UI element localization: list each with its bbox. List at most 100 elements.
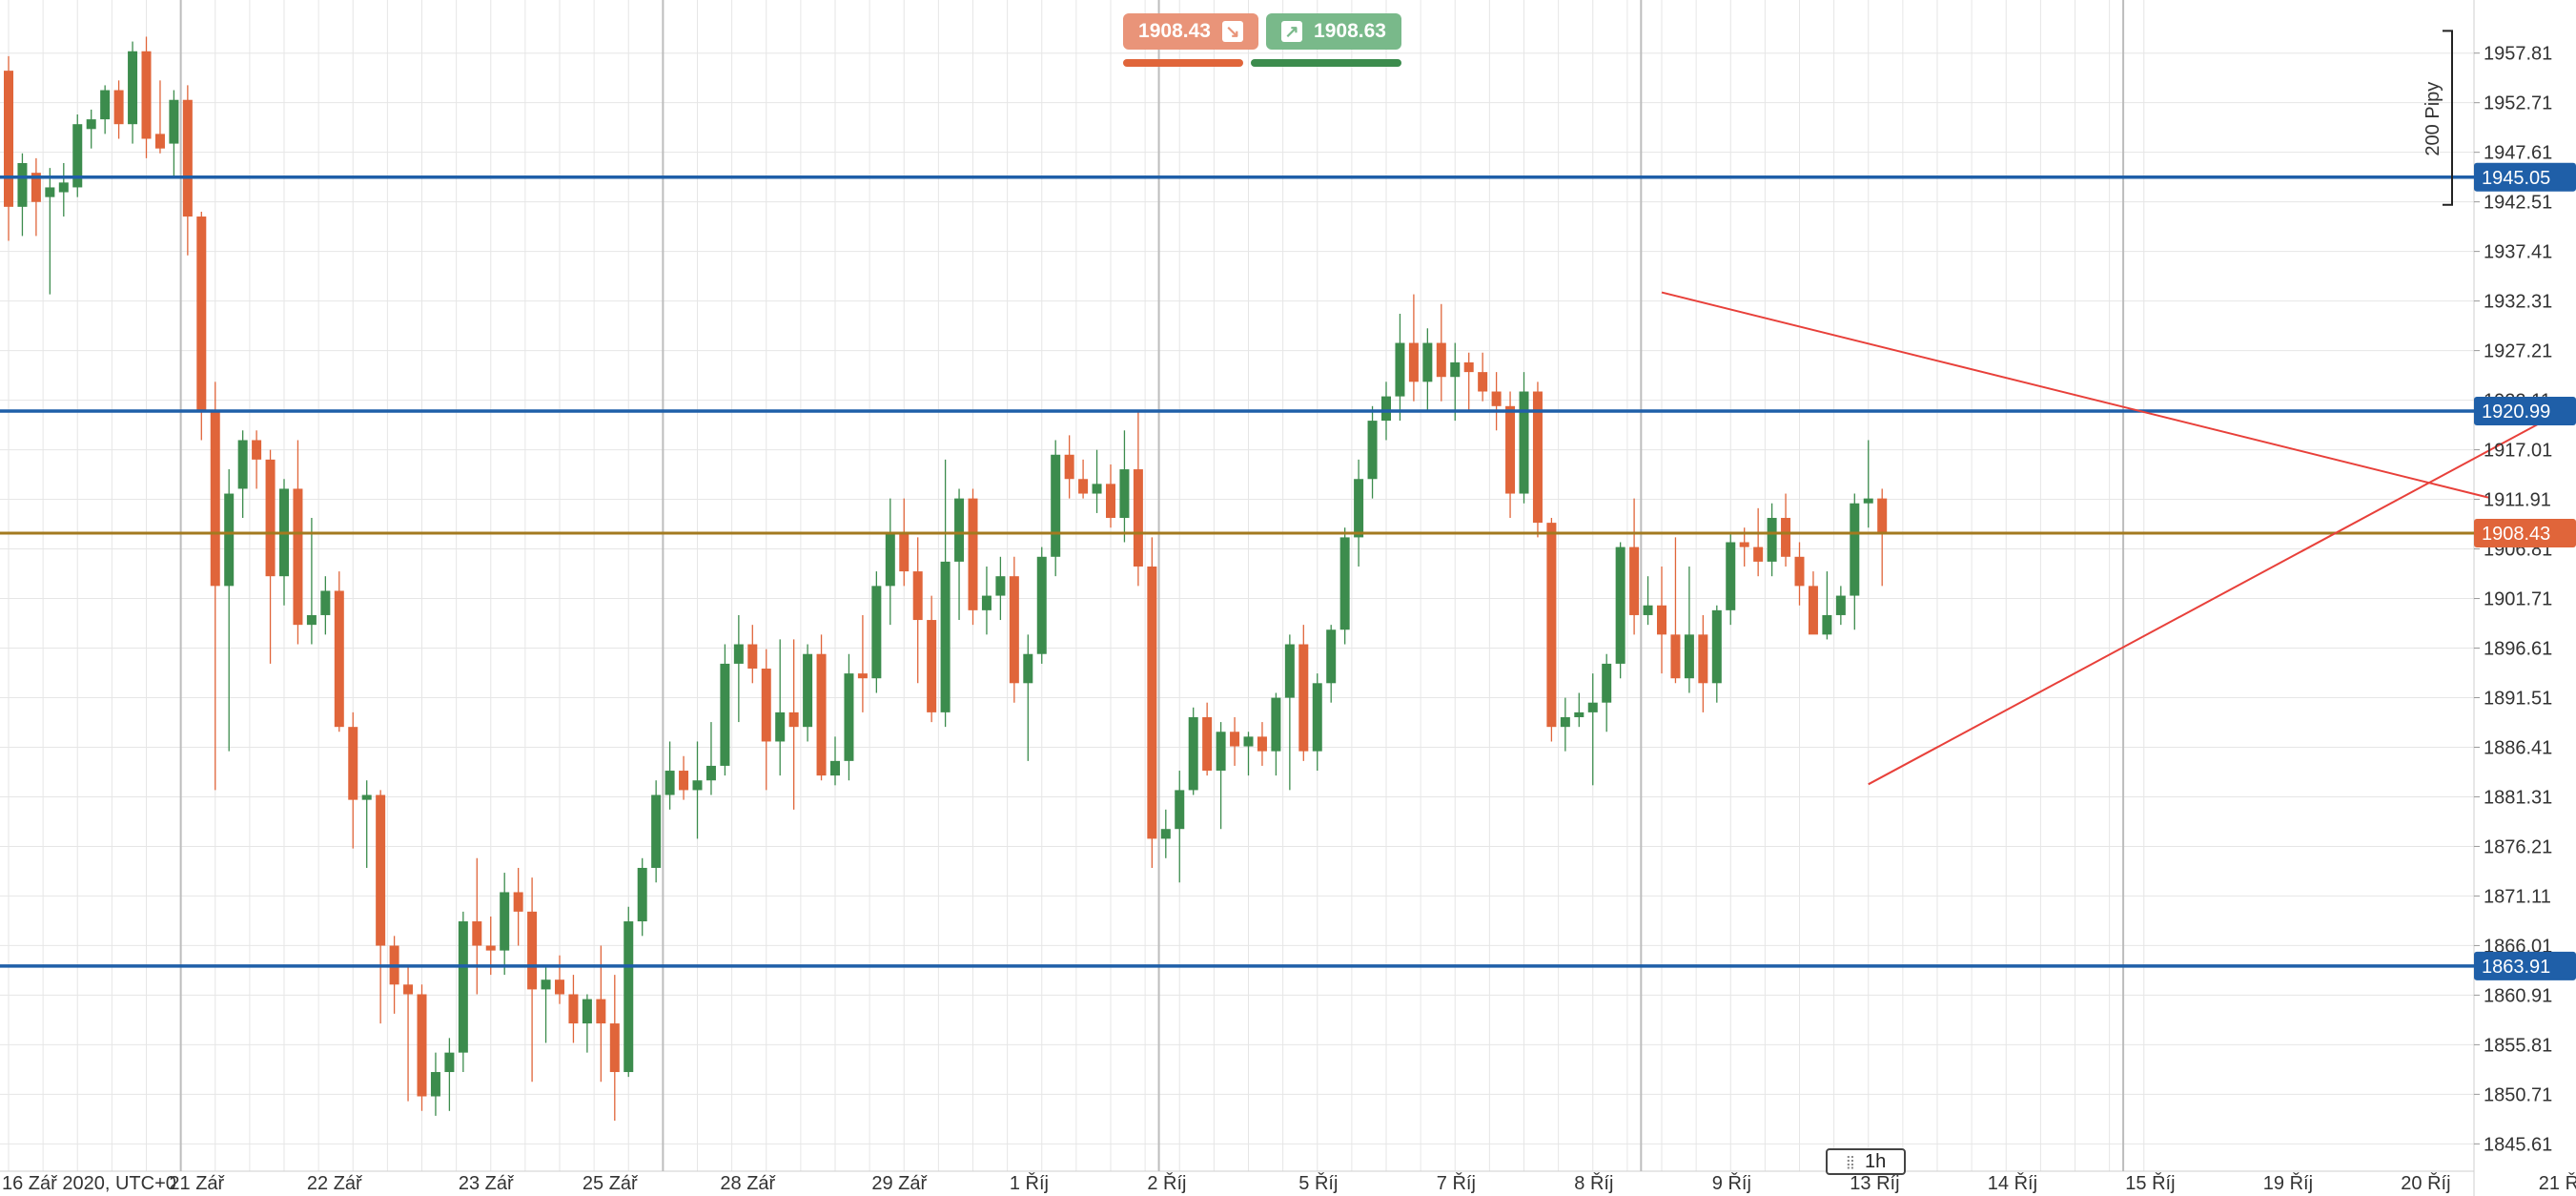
candle-body	[927, 620, 937, 712]
candle-body	[816, 653, 827, 776]
candle-bullish	[169, 90, 179, 178]
x-tick-label: 23 Zář	[459, 1173, 515, 1194]
candle-body	[196, 217, 207, 411]
y-tick-label: 1881.31	[2484, 787, 2552, 808]
trendlines[interactable]	[1661, 291, 2558, 786]
y-tick-label: 1871.11	[2484, 886, 2551, 907]
candle-bearish	[527, 877, 538, 1083]
candle-bearish	[403, 964, 414, 1102]
x-tick-label: 15 Říj	[2125, 1172, 2175, 1194]
candle-body	[4, 71, 13, 207]
candle-body	[912, 571, 923, 621]
trendline[interactable]	[1868, 413, 2558, 786]
y-axis[interactable]: 1957.81 1952.71 1947.61 1942.51 1937.41 1932.…	[2474, 44, 2552, 1156]
x-tick-label: 25 Zář	[583, 1173, 639, 1194]
candle-body	[210, 410, 220, 587]
candle-body	[500, 892, 510, 951]
candle-body	[45, 187, 55, 197]
x-tick-label: 8 Říj	[1574, 1172, 1613, 1194]
candle-bearish	[679, 755, 689, 800]
x-tick-label: 19 Říj	[2263, 1172, 2313, 1194]
candle-body	[857, 673, 868, 679]
candle-bullish	[981, 566, 992, 635]
candle-bullish	[128, 41, 138, 144]
candle-bearish	[761, 649, 771, 791]
x-tick-label: 21 Říj	[2539, 1172, 2576, 1194]
x-tick-label: 2 Říj	[1147, 1172, 1186, 1194]
candle-bearish	[1877, 488, 1888, 587]
y-tick-label: 1937.41	[2484, 242, 2552, 263]
candle-body	[485, 945, 496, 951]
candle-body	[1684, 634, 1694, 679]
trendline[interactable]	[1661, 291, 2489, 499]
candle-bullish	[1822, 571, 1832, 640]
candle-body	[1532, 391, 1543, 524]
candle-body	[1505, 405, 1516, 494]
candle-body	[1478, 372, 1488, 392]
x-axis[interactable]: 16 Zář 2020, UTC+021 Zář 22 Zář 23 Zář 25 Z…	[2, 1172, 2576, 1194]
timeframe-selector[interactable]: ⣿ 1h	[1826, 1148, 1906, 1175]
candle-bearish	[788, 639, 799, 810]
candle-bullish	[361, 780, 372, 868]
candle-body	[1230, 732, 1240, 747]
candle-bullish	[320, 576, 331, 635]
candle-bullish	[1367, 405, 1378, 499]
candle-body	[940, 561, 951, 712]
candle-bullish	[803, 644, 813, 742]
y-tick-label: 1957.81	[2484, 44, 2552, 65]
candle-body	[981, 595, 992, 610]
sell-button[interactable]: 1908.43 ↘	[1123, 13, 1258, 50]
x-tick-label: 29 Zář	[871, 1173, 928, 1194]
candle-bullish	[45, 168, 55, 295]
candle-bullish	[1726, 532, 1736, 626]
candle-body	[1339, 537, 1350, 630]
candle-body	[1257, 736, 1267, 752]
candle-bullish	[1036, 546, 1047, 664]
candle-bearish	[4, 55, 13, 241]
price-badge-1863: 1863.91	[2482, 957, 2550, 978]
candle-body	[885, 532, 895, 587]
buy-button[interactable]: ↗ 1908.63	[1266, 13, 1401, 50]
candle-body	[1643, 605, 1653, 615]
candle-body	[1381, 396, 1391, 422]
candle-body	[1188, 716, 1198, 791]
candle-body	[1808, 586, 1818, 635]
candle-body	[1767, 518, 1777, 562]
candle-bullish	[664, 741, 675, 810]
candle-bullish	[733, 614, 744, 723]
candle-body	[100, 90, 111, 120]
grid	[0, 0, 2475, 1196]
x-tick-label: 5 Říj	[1298, 1172, 1338, 1194]
candle-bearish	[196, 211, 207, 441]
candle-body	[128, 51, 138, 125]
y-tick-label: 1942.51	[2484, 193, 2552, 214]
x-tick-label: 1 Říj	[1010, 1172, 1049, 1194]
candle-bearish	[555, 955, 564, 1004]
candle-body	[527, 911, 538, 990]
x-tick-label: 9 Říj	[1712, 1172, 1751, 1194]
candle-body	[1298, 644, 1309, 752]
candle-bullish	[582, 994, 592, 1053]
candle-body	[733, 644, 744, 664]
day-separators	[179, 0, 2125, 1171]
candle-bearish	[1106, 464, 1115, 528]
candle-body	[444, 1052, 455, 1073]
candle-bullish	[885, 498, 895, 626]
candle-bullish	[1574, 692, 1584, 728]
candle-bearish	[265, 449, 276, 664]
candle-body	[1739, 542, 1749, 547]
candle-bullish	[1160, 809, 1171, 858]
x-tick-label: 16 Zář 2020, UTC+0	[2, 1173, 176, 1194]
candle-body	[1491, 391, 1502, 406]
candle-body	[72, 124, 83, 188]
y-tick-label: 1927.21	[2484, 341, 2552, 362]
candle-bearish	[1202, 702, 1213, 776]
candle-bearish	[182, 85, 193, 256]
buy-volume-bar	[1251, 59, 1401, 67]
horizontal-lines[interactable]	[0, 175, 2474, 968]
candle-bullish	[624, 906, 634, 1078]
candle-bearish	[596, 945, 606, 1083]
candle-body	[1216, 732, 1226, 772]
candle-body	[692, 780, 703, 791]
